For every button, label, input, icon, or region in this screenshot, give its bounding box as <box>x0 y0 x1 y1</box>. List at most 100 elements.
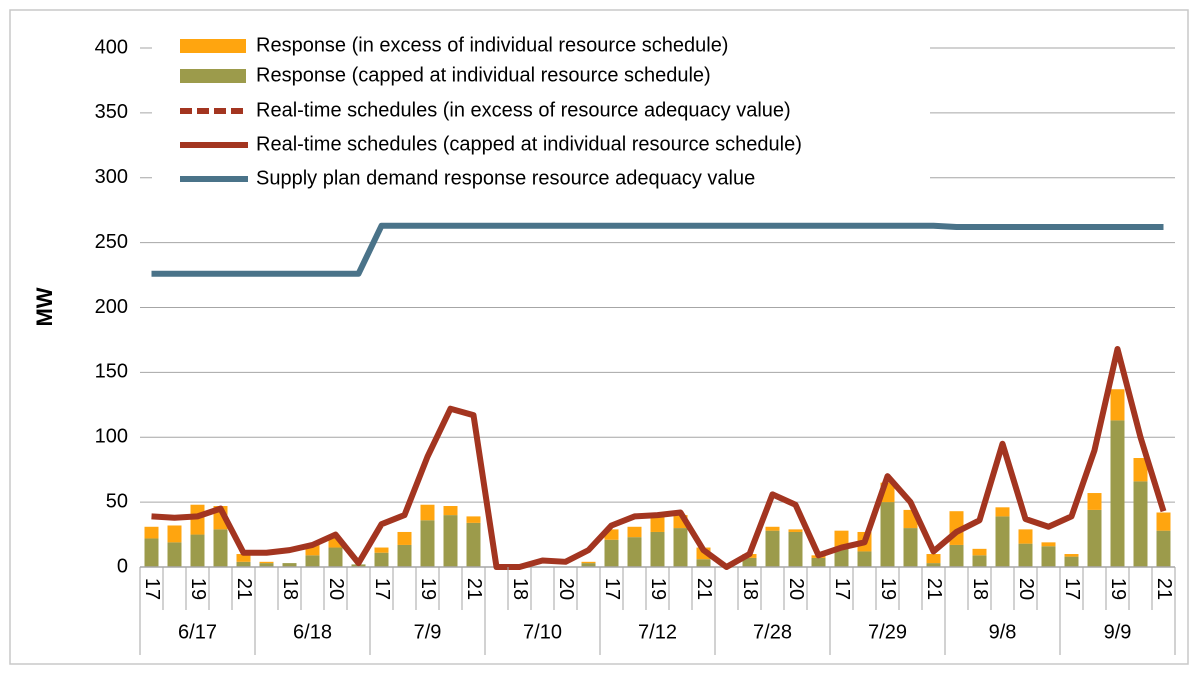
x-tick-label: 19 <box>877 578 899 600</box>
x-tick-label: 20 <box>785 578 807 600</box>
bar-segment <box>1156 512 1171 531</box>
x-tick-label: 19 <box>1107 578 1129 600</box>
bar-segment <box>420 520 435 567</box>
bar-segment <box>857 551 872 567</box>
y-tick-label: 200 <box>95 296 128 318</box>
bar-segment <box>972 555 987 567</box>
bar-segment <box>1133 458 1148 482</box>
bar-segment <box>420 504 435 521</box>
bar-segment <box>696 559 711 567</box>
y-tick-label: 400 <box>95 36 128 58</box>
y-axis-label: MW <box>32 287 57 326</box>
bar-segment <box>604 529 619 540</box>
group-label: 7/12 <box>638 621 677 643</box>
bar-segment <box>811 557 826 567</box>
bar-segment <box>650 515 665 532</box>
legend-swatch <box>180 69 246 83</box>
bar-segment <box>834 548 849 567</box>
bar-segment <box>1156 530 1171 567</box>
bar-segment <box>167 542 182 567</box>
legend-label: Response (capped at individual resource … <box>256 64 711 86</box>
x-tick-label: 17 <box>831 578 853 600</box>
bar-segment <box>282 563 297 567</box>
x-tick-label: 21 <box>233 578 255 600</box>
bar-segment <box>144 538 159 567</box>
bar-segment <box>995 507 1010 517</box>
bar-segment <box>765 530 780 567</box>
bar-segment <box>903 528 918 567</box>
bar-segment <box>926 554 941 564</box>
bar-segment <box>1064 556 1079 567</box>
group-label: 9/9 <box>1104 621 1132 643</box>
bar-segment <box>190 534 205 567</box>
y-tick-label: 300 <box>95 166 128 188</box>
bar-segment <box>259 561 274 564</box>
line-series <box>151 346 1167 570</box>
bar-segment <box>650 531 665 567</box>
bar-segment <box>788 529 803 532</box>
y-tick-label: 50 <box>106 490 128 512</box>
bar-segment <box>742 557 757 567</box>
group-label: 6/17 <box>178 621 217 643</box>
y-tick-label: 100 <box>95 426 128 448</box>
bar-segment <box>1018 543 1033 567</box>
bar-segment <box>926 563 941 567</box>
y-tick-label: 150 <box>95 361 128 383</box>
x-tick-label: 17 <box>601 578 623 600</box>
y-tick-label: 0 <box>117 555 128 577</box>
bar-segment <box>305 544 320 556</box>
bar-segment <box>443 506 458 516</box>
bar-segment <box>949 544 964 567</box>
bar-segment <box>1133 481 1148 567</box>
bar-segment <box>1041 546 1056 567</box>
bar-segment <box>236 554 251 562</box>
bar-segment <box>972 548 987 556</box>
bar-segment <box>995 516 1010 567</box>
bar-segment <box>443 515 458 567</box>
bar-segment <box>581 563 596 567</box>
bar-segment <box>397 531 412 545</box>
bar-segment <box>1041 542 1056 547</box>
bar-segment <box>765 526 780 531</box>
legend-label: Response (in excess of individual resour… <box>256 34 728 56</box>
bar-segment <box>397 544 412 567</box>
legend-swatch <box>180 39 246 53</box>
x-tick-label: 19 <box>187 578 209 600</box>
x-tick-label: 21 <box>1153 578 1175 600</box>
x-tick-label: 20 <box>555 578 577 600</box>
bar-segment <box>1064 554 1079 557</box>
group-label: 6/18 <box>293 621 332 643</box>
x-tick-label: 20 <box>325 578 347 600</box>
group-label: 7/29 <box>868 621 907 643</box>
x-tick-label: 19 <box>647 578 669 600</box>
bar-segment <box>604 539 619 567</box>
legend-label: Supply plan demand response resource ade… <box>256 167 755 189</box>
bar-segment <box>213 529 228 567</box>
x-tick-label: 18 <box>969 578 991 600</box>
bar-segment <box>144 526 159 539</box>
group-label: 7/28 <box>753 621 792 643</box>
bar-segment <box>259 563 274 567</box>
y-tick-label: 250 <box>95 231 128 253</box>
x-tick-label: 17 <box>1061 578 1083 600</box>
legend-label: Real-time schedules (capped at individua… <box>256 133 802 155</box>
legend-background <box>152 32 930 196</box>
bar-segment <box>466 516 481 523</box>
x-tick-label: 21 <box>463 578 485 600</box>
bar-segment <box>1087 509 1102 567</box>
x-tick-label: 21 <box>693 578 715 600</box>
x-tick-label: 21 <box>923 578 945 600</box>
x-tick-label: 18 <box>279 578 301 600</box>
group-label: 7/9 <box>414 621 442 643</box>
bar-segment <box>328 547 343 567</box>
x-tick-label: 17 <box>371 578 393 600</box>
bar-segment <box>374 552 389 567</box>
bar-segment <box>880 502 895 567</box>
x-tick-label: 19 <box>417 578 439 600</box>
bar-segment <box>627 526 642 538</box>
y-tick-label: 350 <box>95 101 128 123</box>
bar-segment <box>1110 389 1125 421</box>
group-label: 9/8 <box>989 621 1017 643</box>
bar-segment <box>374 547 389 553</box>
bar-segment <box>1087 493 1102 510</box>
